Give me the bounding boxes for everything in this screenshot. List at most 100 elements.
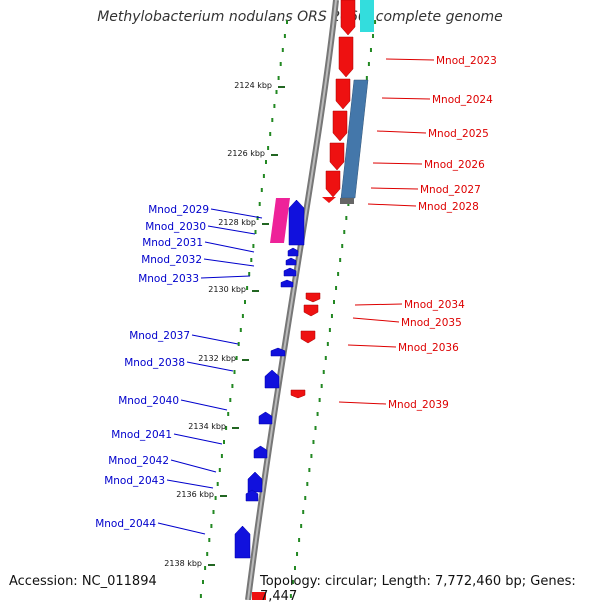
gene-leader-line (157, 522, 206, 535)
reverse-gene-arrow (270, 347, 286, 357)
forward-gene-label: Mnod_2028 (418, 201, 479, 213)
gene-leader-line (338, 401, 387, 405)
reverse-gene-arrow (288, 199, 305, 246)
scale-tick-label: 2130 kbp (208, 285, 246, 294)
reverse-gene-label: Mnod_2043 (104, 475, 165, 487)
reverse-gene-label: Mnod_2041 (111, 429, 172, 441)
outer-dotted-track-dot (289, 594, 292, 598)
gene-leader-line (370, 187, 419, 190)
inner-dotted-track-dot (277, 76, 280, 80)
forward-gene-arrow (305, 292, 321, 303)
inner-dotted-track-dot (231, 384, 234, 388)
gene-leader-line (352, 317, 400, 323)
gene-features (234, 0, 374, 600)
outer-dotted-track-dot (365, 76, 368, 80)
inner-dotted-track-dot (273, 104, 276, 108)
gene-leader-line (200, 275, 251, 279)
outer-dotted-track-dot (372, 34, 375, 38)
reverse-gene-arrow (234, 525, 251, 559)
forward-gene-label: Mnod_2025 (428, 128, 489, 140)
gene-leader-line (347, 344, 397, 348)
forward-gene-arrow (329, 142, 345, 171)
outer-dotted-track-dot (326, 342, 329, 346)
inner-dotted-track-dot (239, 328, 242, 332)
inner-dotted-track-dot (227, 412, 230, 416)
reverse-gene-arrow (287, 247, 299, 257)
inner-dotted-track-dot (229, 398, 232, 402)
gene-leader-line (207, 225, 256, 235)
reverse-gene-label: Mnod_2030 (145, 221, 206, 233)
outer-dotted-track-dot (296, 552, 299, 556)
blue-feature (340, 79, 369, 199)
inner-dotted-track-dot (258, 202, 261, 206)
forward-gene-arrow (303, 304, 319, 317)
outer-dotted-track-dot (324, 356, 327, 360)
reverse-gene-arrow (245, 489, 259, 502)
outer-dotted-track-dot (345, 216, 348, 220)
forward-gene-arrow (322, 197, 336, 203)
inner-dotted-track-dot (244, 300, 246, 304)
reverse-gene-arrow (283, 267, 297, 277)
outer-dotted-track-dot (318, 398, 321, 402)
inner-dotted-track-dot (223, 440, 225, 444)
reverse-gene-label: Mnod_2033 (138, 273, 199, 285)
inner-dotted-track-dot (250, 258, 253, 262)
inner-dotted-track-dot (208, 538, 211, 542)
inner-dotted-track-dot (220, 454, 223, 458)
scale-tick-label: 2126 kbp (227, 149, 265, 158)
gene-leader-line (354, 303, 403, 306)
gene-leader-line (186, 361, 234, 372)
reverse-gene-label: Mnod_2037 (129, 330, 190, 342)
gene-leader-line (367, 203, 417, 207)
inner-dotted-track-dot (235, 356, 238, 360)
inner-dotted-track-dot (252, 244, 255, 248)
forward-gene-label: Mnod_2035 (401, 317, 462, 329)
scale-tick-label: 2138 kbp (164, 559, 202, 568)
reverse-gene-arrow (285, 257, 297, 266)
forward-gene-label: Mnod_2023 (436, 55, 497, 67)
inner-dotted-track-dot (237, 342, 240, 346)
inner-dotted-track-dot (210, 524, 213, 528)
reverse-gene-label: Mnod_2038 (124, 357, 185, 369)
forward-gene-label: Mnod_2036 (398, 342, 459, 354)
inner-dotted-track-dot (279, 62, 282, 66)
inner-dotted-track-dot (265, 160, 267, 164)
outer-dotted-track-dot (341, 244, 344, 248)
forward-gene-arrow (338, 36, 354, 78)
blue-feature-end (340, 198, 354, 204)
outer-dotted-track-dot (333, 300, 335, 304)
reverse-gene-arrow (280, 279, 294, 288)
scale-tick-label: 2128 kbp (218, 218, 256, 227)
outer-dotted-track-dot (312, 440, 315, 444)
inner-dotted-track-dot (225, 426, 228, 430)
gene-leader-line (381, 97, 431, 100)
inner-dotted-track-dot (246, 286, 249, 290)
reverse-gene-arrow (247, 471, 263, 493)
rna-feature (270, 198, 290, 243)
scale-ticks: 2124 kbp 2126 kbp 2128 kbp 2130 kbp 2132 kbp… (164, 81, 285, 568)
reverse-gene-label: Mnod_2031 (142, 237, 203, 249)
outer-dotted-track-dot (310, 454, 313, 458)
outer-dotted-track-dot (337, 272, 340, 276)
reverse-gene-arrow (264, 369, 280, 389)
outer-dotted-track-dot (298, 538, 301, 542)
inner-dotted-track-dot (218, 468, 221, 472)
forward-gene-label: Mnod_2034 (404, 299, 465, 311)
outer-dotted-track-dot (293, 566, 296, 570)
forward-gene-arrow (335, 78, 351, 110)
scale-tick-label: 2132 kbp (198, 354, 236, 363)
gene-leader-line (173, 433, 223, 445)
outer-dotted-track-dot (304, 496, 307, 500)
outer-dotted-track-dot (306, 482, 309, 486)
map-title: Methylobacterium nodulans ORS 2060, comp… (97, 9, 503, 25)
inner-dotted-track-dot (248, 272, 251, 276)
outer-dotted-track-dot (308, 468, 311, 472)
inner-dotted-track-dot (262, 174, 265, 178)
gene-leader-line (385, 58, 435, 61)
gene-leader-line (166, 479, 214, 489)
reverse-gene-label: Mnod_2040 (118, 395, 179, 407)
inner-dotted-track-dot (254, 230, 257, 234)
reverse-gene-label: Mnod_2029 (148, 204, 209, 216)
inner-dotted-track-dot (256, 216, 259, 220)
